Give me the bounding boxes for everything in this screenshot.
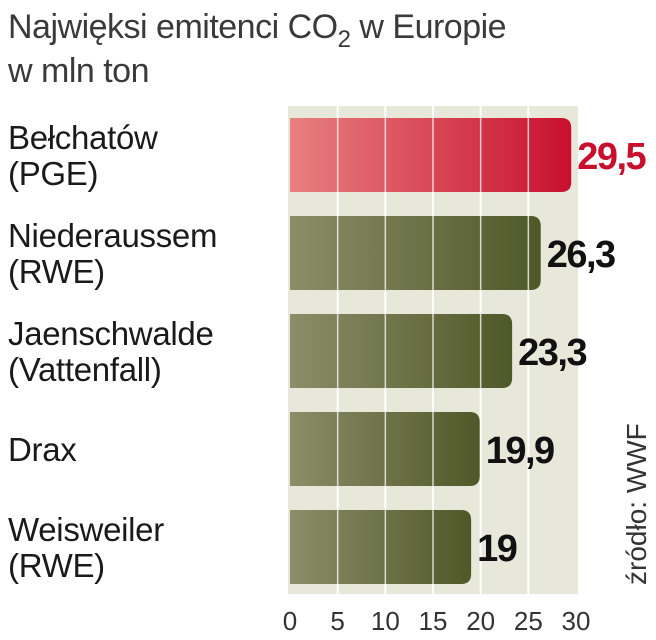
category-label: Weisweiler [8,511,164,548]
value-label: 23,3 [518,332,586,374]
value-label: 29,5 [577,136,646,178]
value-label: 19,9 [486,430,554,472]
category-label: Bełchatów [8,119,158,156]
bar-group [290,510,472,584]
tick-label: 15 [419,606,448,636]
category-label: (PGE) [8,155,98,192]
tick-label: 5 [330,606,344,636]
chart-title: Najwięksi emitenci CO2 w Europie [8,8,506,53]
category-label: Niederaussem [8,217,217,254]
bars [290,118,572,584]
tick-label: 30 [562,606,591,636]
category-label: (RWE) [8,547,105,584]
bar-group [290,314,513,388]
bar-group [290,412,480,486]
category-label: Jaenschwalde [8,315,214,352]
tick-label: 0 [283,606,297,636]
category-label: (Vattenfall) [8,351,162,388]
bar [290,510,472,584]
bar-group [290,118,572,192]
x-axis-ticks: 0 5 10 15 20 25 30 [283,606,591,636]
bar [290,314,513,388]
value-label: 19 [477,528,517,570]
category-label: (RWE) [8,253,105,290]
value-labels: 29,5 26,3 23,3 19,9 19 [477,136,648,570]
category-labels: Bełchatów(PGE)Niederaussem(RWE)Jaenschwa… [8,119,217,584]
category-label: Drax [8,431,77,468]
tick-label: 10 [371,606,400,636]
bar [290,118,572,192]
value-label: 26,3 [547,234,615,276]
bar-group [290,216,541,290]
source-note: źródło: WWF [621,423,652,585]
bar [290,216,541,290]
tick-label: 25 [514,606,543,636]
chart-subtitle: w mln ton [7,52,149,90]
tick-label: 20 [466,606,495,636]
